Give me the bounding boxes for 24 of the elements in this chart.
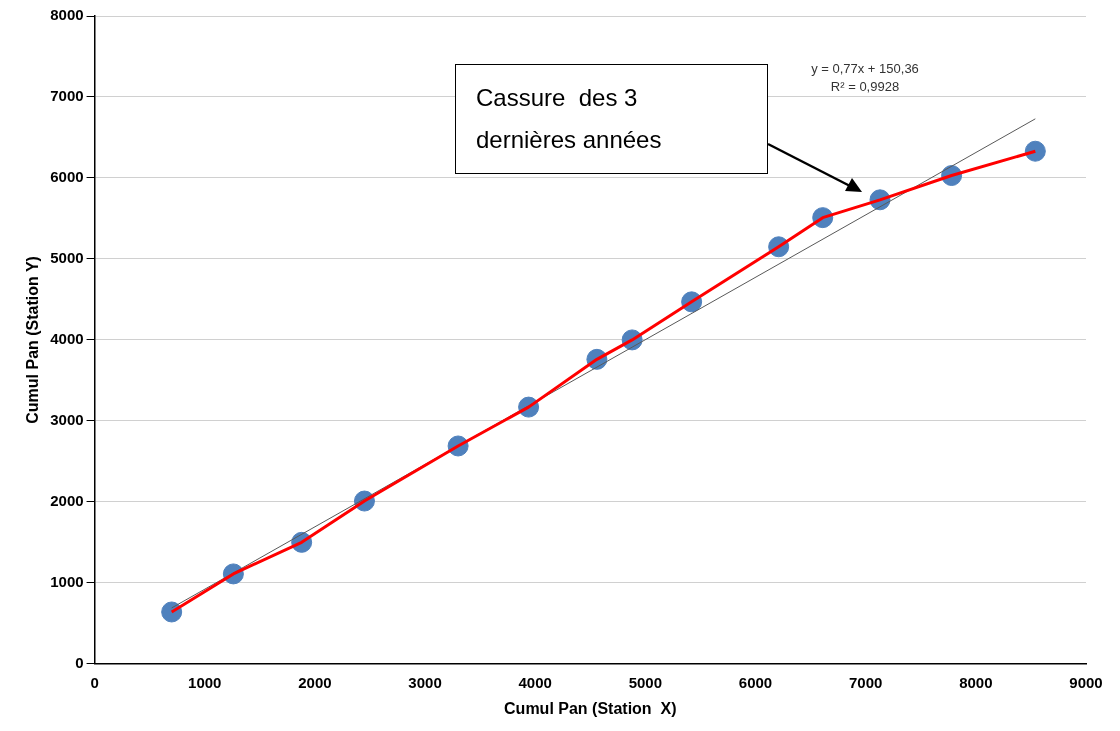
x-tick-label: 8000 [959,673,993,691]
y-axis-title: Cumul Pan (Station Y) [24,256,42,424]
x-tick-label: 5000 [628,673,663,691]
x-tick-label: 3000 [408,673,442,691]
y-tick-label: 8000 [50,6,84,24]
y-tick-label: 5000 [50,249,84,267]
annotation: y = 0,77x + 150,36 R² = 0,9928 [810,60,920,96]
x-tick-label: 0 [90,673,99,691]
y-tick-label: 3000 [50,411,84,429]
y-tick-label: 4000 [50,330,84,348]
y-tick-label: 0 [75,653,84,671]
y-tick-label: 1000 [50,572,84,590]
callout-box: Cassure des 3 dernières années [455,64,768,174]
x-tick-label: 4000 [518,673,552,691]
x-axis-title: Cumul Pan (Station X) [504,699,677,717]
y-tick-label: 7000 [50,87,84,105]
x-tick-label: 2000 [298,673,332,691]
y-tick-label: 2000 [50,491,84,509]
y-tick-label: 6000 [50,168,84,186]
x-tick-label: 6000 [738,673,773,691]
x-tick-label: 9000 [1069,673,1103,691]
x-tick-label: 7000 [848,673,883,691]
point [1024,140,1046,162]
x-tick-label: 1000 [188,673,222,691]
